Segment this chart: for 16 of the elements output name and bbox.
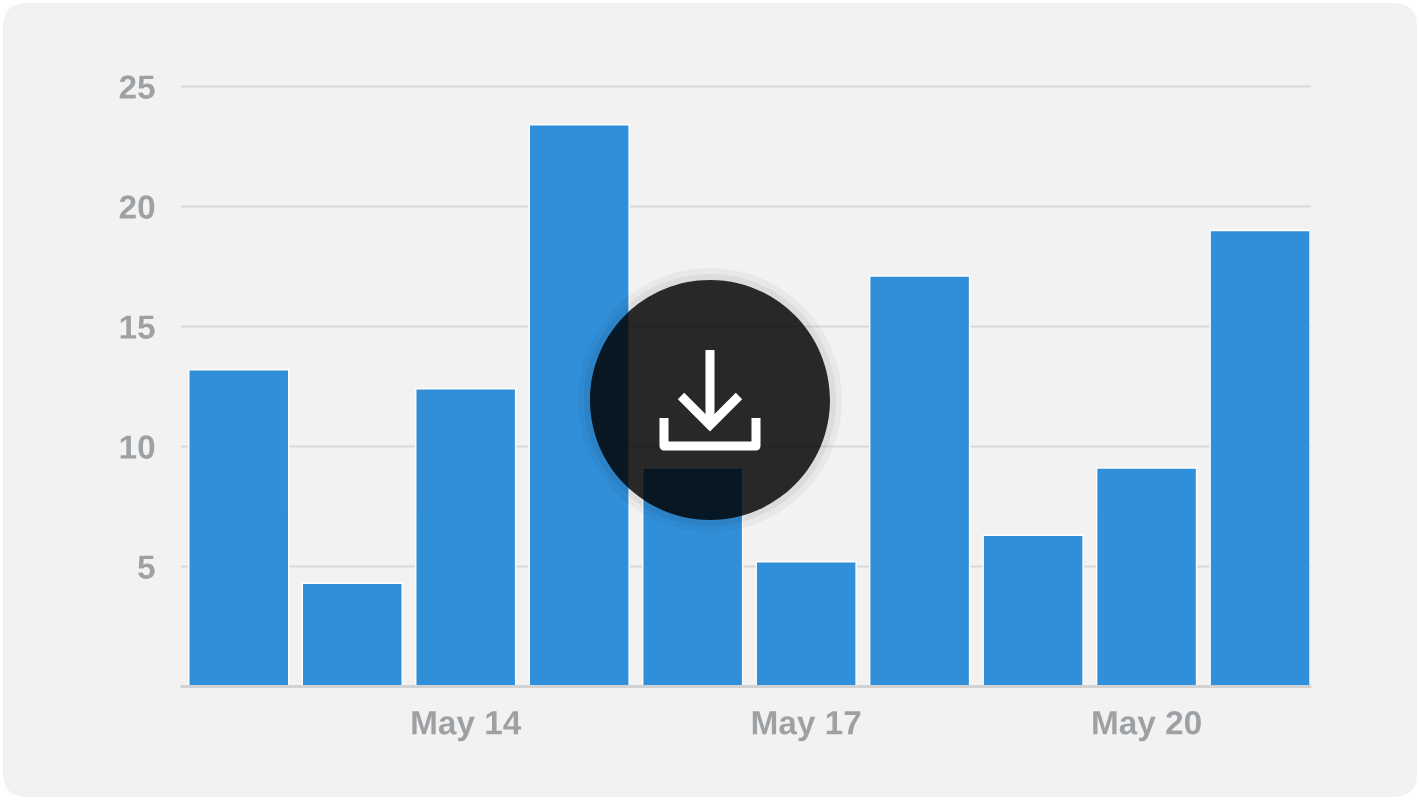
bar	[755, 561, 857, 687]
bar	[1209, 229, 1310, 687]
bar	[982, 534, 1084, 687]
bar	[415, 388, 517, 687]
y-tick-label: 10	[120, 435, 155, 459]
y-tick-label: 5	[138, 555, 155, 579]
y-tick-label: 20	[119, 195, 155, 219]
y-tick-label: 25	[119, 75, 155, 99]
x-tick-label: May 17	[752, 711, 861, 742]
bar	[868, 275, 971, 687]
bar	[301, 582, 403, 687]
x-tick-label: May 20	[1093, 710, 1201, 742]
y-tick-label: 15	[120, 315, 155, 339]
bar	[1095, 467, 1198, 687]
x-tick-label: May 14	[412, 711, 522, 742]
bar	[188, 369, 290, 687]
